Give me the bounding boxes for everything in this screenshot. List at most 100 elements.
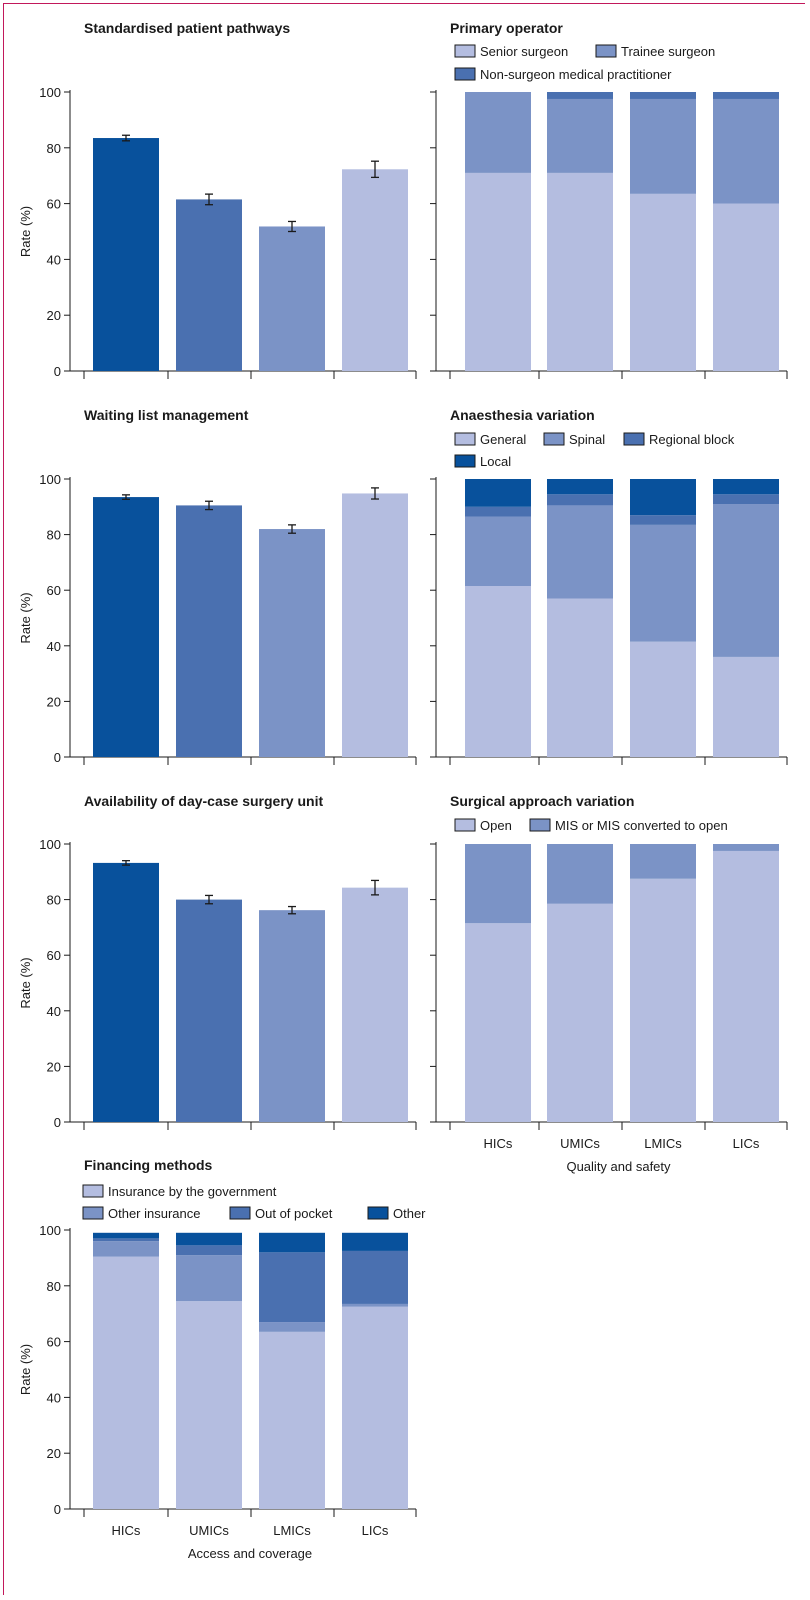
- anaesthesia-legend-label-1: Spinal: [569, 432, 605, 447]
- financing-bar-lmics-1: [259, 1322, 325, 1332]
- pathways-bar-lmics: [259, 226, 325, 371]
- waiting-y-tick-label-20: 20: [47, 694, 61, 709]
- pathways-y-tick-label-40: 40: [47, 252, 61, 267]
- daycase-bar-hics: [93, 862, 159, 1122]
- anaesthesia-bar-lmics-3: [630, 479, 696, 516]
- approach-bar-lics-0: [713, 850, 779, 1122]
- operator-bar-umics-0: [547, 172, 613, 371]
- anaesthesia-legend-swatch-3: [454, 454, 476, 468]
- pathways-bar-hics: [93, 138, 159, 371]
- anaesthesia-bar-hics-3: [465, 479, 531, 507]
- operator-legend-swatch-1: [595, 44, 617, 58]
- pathways-y-tick-label-0: 0: [54, 364, 61, 379]
- operator-bar-lics-0: [713, 203, 779, 371]
- daycase-bar-lics: [342, 887, 408, 1122]
- financing-bar-umics-2: [176, 1245, 242, 1256]
- daycase-bar-umics: [176, 899, 242, 1122]
- anaesthesia-bar-umics-2: [547, 494, 613, 506]
- anaesthesia-bar-hics-2: [465, 506, 531, 517]
- approach-bar-hics-1: [465, 844, 531, 924]
- daycase-y-axis-title: Rate (%): [18, 957, 33, 1008]
- financing-bar-lics-0: [342, 1306, 408, 1509]
- financing-y-tick-label-60: 60: [47, 1335, 61, 1350]
- operator-bar-hics-1: [465, 92, 531, 173]
- operator-legend-swatch-2: [454, 67, 476, 81]
- daycase-y-tick-label-100: 100: [39, 837, 61, 852]
- financing-x-label-hics: HICs: [112, 1523, 141, 1538]
- anaesthesia-legend-swatch-1: [543, 432, 565, 446]
- approach-legend-swatch-0: [454, 818, 476, 832]
- waiting-y-tick-label-60: 60: [47, 583, 61, 598]
- approach-bar-lmics-0: [630, 878, 696, 1122]
- anaesthesia-bar-umics-3: [547, 479, 613, 495]
- financing-bar-hics-1: [93, 1241, 159, 1257]
- figure-border: [3, 3, 805, 1595]
- financing-bar-umics-1: [176, 1255, 242, 1302]
- approach-title: Surgical approach variation: [450, 793, 634, 809]
- anaesthesia-bar-lmics-1: [630, 524, 696, 642]
- operator-bar-lics-2: [713, 92, 779, 99]
- approach-x-label-lmics: LMICs: [644, 1136, 682, 1151]
- financing-y-tick-label-20: 20: [47, 1446, 61, 1461]
- financing-bar-lics-3: [342, 1232, 408, 1251]
- financing-legend-label-0: Insurance by the government: [108, 1184, 277, 1199]
- anaesthesia-bar-lics-3: [713, 479, 779, 495]
- approach-bar-umics-0: [547, 903, 613, 1122]
- approach-bar-lics-1: [713, 844, 779, 851]
- pathways-y-axis-title: Rate (%): [18, 206, 33, 257]
- approach-x-label-umics: UMICs: [560, 1136, 600, 1151]
- pathways-y-tick-label-80: 80: [47, 141, 61, 156]
- operator-bar-lmics-1: [630, 98, 696, 194]
- anaesthesia-bar-lmics-2: [630, 515, 696, 525]
- footer-right: Quality and safety: [566, 1159, 671, 1174]
- operator-legend-swatch-0: [454, 44, 476, 58]
- daycase-y-tick-label-40: 40: [47, 1004, 61, 1019]
- daycase-y-tick-label-20: 20: [47, 1059, 61, 1074]
- financing-y-tick-label-40: 40: [47, 1390, 61, 1405]
- waiting-bar-lmics: [259, 529, 325, 757]
- financing-y-tick-label-0: 0: [54, 1502, 61, 1517]
- financing-bar-hics-3: [93, 1232, 159, 1239]
- anaesthesia-bar-lics-0: [713, 656, 779, 757]
- approach-bar-hics-0: [465, 923, 531, 1122]
- waiting-bar-lics: [342, 493, 408, 757]
- financing-legend-swatch-1: [82, 1206, 104, 1220]
- anaesthesia-legend-swatch-2: [623, 432, 645, 446]
- approach-x-label-hics: HICs: [484, 1136, 513, 1151]
- operator-legend-label-2: Non-surgeon medical practitioner: [480, 67, 672, 82]
- waiting-bar-hics: [93, 497, 159, 757]
- anaesthesia-legend-label-0: General: [480, 432, 526, 447]
- operator-bar-umics-1: [547, 98, 613, 173]
- financing-legend-label-3: Other: [393, 1206, 426, 1221]
- anaesthesia-bar-lmics-0: [630, 641, 696, 757]
- footer-left: Access and coverage: [188, 1546, 312, 1561]
- financing-bar-lics-1: [342, 1303, 408, 1307]
- operator-bar-lmics-2: [630, 92, 696, 99]
- anaesthesia-legend-label-3: Local: [480, 454, 511, 469]
- daycase-title: Availability of day-case surgery unit: [84, 793, 323, 809]
- waiting-y-tick-label-0: 0: [54, 750, 61, 765]
- waiting-title: Waiting list management: [84, 407, 249, 423]
- anaesthesia-legend-swatch-0: [454, 432, 476, 446]
- financing-bar-lmics-3: [259, 1232, 325, 1253]
- operator-bar-lics-1: [713, 98, 779, 204]
- financing-legend-swatch-2: [229, 1206, 251, 1220]
- pathways-y-tick-label-100: 100: [39, 85, 61, 100]
- pathways-y-tick-label-20: 20: [47, 308, 61, 323]
- pathways-bar-lics: [342, 169, 408, 371]
- anaesthesia-title: Anaesthesia variation: [450, 407, 595, 423]
- anaesthesia-bar-lics-2: [713, 494, 779, 505]
- financing-legend-label-2: Out of pocket: [255, 1206, 333, 1221]
- approach-x-label-lics: LICs: [733, 1136, 760, 1151]
- operator-title: Primary operator: [450, 20, 563, 36]
- financing-bar-lics-2: [342, 1250, 408, 1304]
- operator-legend-label-0: Senior surgeon: [480, 44, 568, 59]
- operator-legend-label-1: Trainee surgeon: [621, 44, 715, 59]
- anaesthesia-bar-hics-0: [465, 586, 531, 757]
- pathways-bar-umics: [176, 199, 242, 371]
- financing-y-tick-label-100: 100: [39, 1223, 61, 1238]
- approach-legend-label-0: Open: [480, 818, 512, 833]
- daycase-bar-lmics: [259, 910, 325, 1122]
- financing-title: Financing methods: [84, 1157, 213, 1173]
